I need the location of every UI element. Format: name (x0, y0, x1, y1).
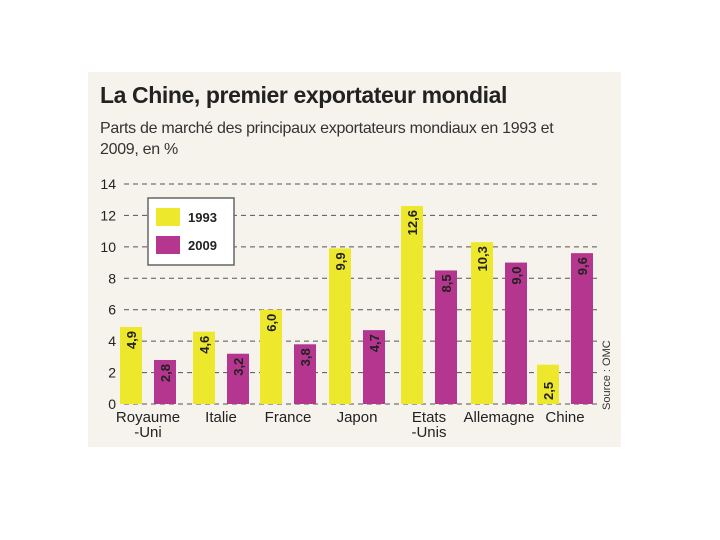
y-tick-label: 8 (108, 270, 116, 286)
legend-swatch-2009 (156, 236, 180, 254)
data-label: 10,3 (475, 246, 490, 271)
bar-1993-5 (471, 242, 493, 404)
bar-2009-3 (363, 330, 385, 404)
y-tick-label: 14 (100, 176, 116, 192)
bar-2009-0 (154, 360, 176, 404)
bar-1993-6 (537, 364, 559, 404)
data-label: 4,6 (197, 336, 212, 354)
chart-title: La Chine, premier exportateur mondial (100, 82, 507, 108)
category-label: Allemagne (464, 409, 535, 426)
data-label: 4,9 (124, 331, 139, 349)
legend-label-1993: 1993 (188, 210, 217, 225)
data-label: 9,0 (509, 267, 524, 285)
y-tick-label: 6 (108, 302, 116, 318)
category-label: Royaume (116, 409, 180, 426)
bar-1993-0 (120, 327, 142, 404)
chart-figure: La Chine, premier exportateur mondial Pa… (88, 72, 621, 447)
category-label: Italie (205, 409, 237, 426)
y-tick-label: 4 (108, 333, 116, 349)
bar-chart: 0 2 4 6 8 10 12 14 4,9 4,6 6,0 9,9 12,6 10,3 2,5 2,8 3,2… (100, 176, 613, 441)
data-label: 3,2 (231, 358, 246, 376)
category-label: Japon (337, 409, 378, 426)
data-label: 6,0 (264, 314, 279, 332)
data-label: 12,6 (405, 210, 420, 235)
y-tick-label: 10 (100, 239, 116, 255)
data-label: 8,5 (439, 274, 454, 292)
bar-2009-6 (571, 253, 593, 404)
source-text: Source : OMC (601, 340, 613, 410)
category-label: -Unis (411, 424, 446, 441)
y-tick-label: 2 (108, 365, 116, 381)
bar-1993-2 (260, 309, 282, 404)
bar-1993-3 (329, 248, 351, 404)
data-label: 9,9 (333, 252, 348, 270)
legend-swatch-1993 (156, 208, 180, 226)
y-tick-label: 12 (100, 207, 116, 223)
bar-1993-4 (401, 206, 423, 404)
bar-2009-2 (294, 344, 316, 404)
bar-2009-4 (435, 270, 457, 404)
y-tick-label: 0 (108, 396, 116, 412)
category-label: Etats (412, 409, 446, 426)
chart-subtitle: Parts de marché des principaux exportate… (100, 120, 554, 158)
bar-2009-5 (505, 262, 527, 404)
data-label: 2,5 (541, 382, 556, 400)
category-label: -Uni (134, 424, 162, 441)
category-label: France (265, 409, 312, 426)
data-label: 9,6 (575, 257, 590, 275)
data-label: 4,7 (367, 334, 382, 352)
category-label: Chine (545, 409, 584, 426)
data-label: 3,8 (298, 348, 313, 366)
bar-2009-1 (227, 353, 249, 404)
data-label: 2,8 (158, 364, 173, 382)
bar-1993-1 (193, 331, 215, 404)
legend-label-2009: 2009 (188, 238, 217, 253)
